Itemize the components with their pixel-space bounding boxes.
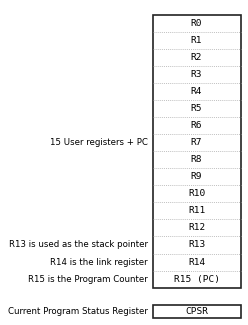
Bar [153, 305, 241, 318]
Text: R13 is used as the stack pointer: R13 is used as the stack pointer [9, 240, 148, 250]
Text: R15 (PC): R15 (PC) [174, 275, 219, 284]
Text: R15 is the Program Counter: R15 is the Program Counter [28, 275, 148, 284]
Text: R14 is the link register: R14 is the link register [50, 257, 148, 266]
Text: R11: R11 [188, 206, 205, 215]
Text: R12: R12 [188, 223, 205, 232]
Text: CPSR: CPSR [185, 307, 208, 316]
Text: R14: R14 [188, 257, 205, 266]
Text: R2: R2 [191, 53, 202, 62]
Text: R6: R6 [191, 121, 202, 130]
Text: 15 User registers + PC: 15 User registers + PC [50, 138, 148, 147]
Text: R13: R13 [188, 240, 205, 250]
Text: R9: R9 [191, 172, 202, 181]
Text: Current Program Status Register: Current Program Status Register [8, 307, 148, 316]
Text: R5: R5 [191, 104, 202, 113]
Text: R4: R4 [191, 87, 202, 96]
Text: R7: R7 [191, 138, 202, 147]
Text: R0: R0 [191, 19, 202, 28]
Text: R3: R3 [191, 70, 202, 79]
Bar [153, 15, 241, 288]
Text: R10: R10 [188, 189, 205, 198]
Text: R8: R8 [191, 155, 202, 164]
Text: R1: R1 [191, 36, 202, 45]
